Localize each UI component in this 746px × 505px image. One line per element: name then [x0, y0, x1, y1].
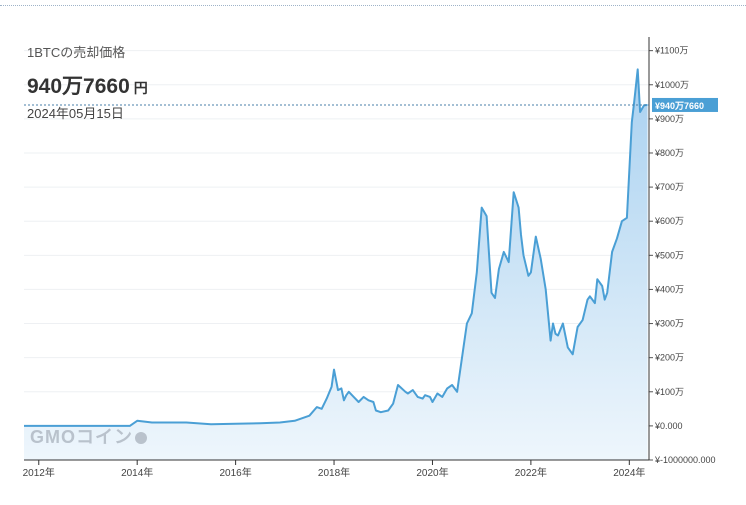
- chart-title: 1BTCの売却価格: [27, 45, 126, 60]
- y-tick-label: ¥800万: [654, 148, 684, 158]
- current-price-badge: [652, 97, 718, 112]
- current-price-badge-label: ¥940万7660: [655, 101, 704, 111]
- y-tick-label: ¥100万: [654, 387, 684, 397]
- gmo-coin-logo: GMOコイン: [30, 423, 147, 449]
- current-price: 940万7660 円: [27, 70, 148, 100]
- x-tick-label: 2012年: [23, 466, 55, 479]
- x-tick-label: 2020年: [416, 466, 448, 479]
- y-tick-label: ¥0.000: [654, 421, 683, 431]
- x-tick-label: 2018年: [318, 466, 350, 479]
- y-tick-label: ¥600万: [654, 216, 684, 226]
- x-tick-label: 2022年: [515, 466, 547, 479]
- x-tick-label: 2024年: [613, 466, 645, 479]
- price-info: 1BTCの売却価格: [27, 42, 125, 61]
- y-tick-label: ¥700万: [654, 182, 684, 192]
- x-tick-label: 2016年: [219, 466, 251, 479]
- y-tick-label: ¥1100万: [654, 46, 688, 56]
- logo-dot-icon: [135, 432, 147, 445]
- y-tick-label: ¥900万: [654, 114, 684, 124]
- price-line: [24, 68, 648, 427]
- y-tick-label: ¥-1000000.000: [654, 455, 716, 465]
- price-value: 940万7660: [27, 75, 130, 98]
- price-unit: 円: [133, 80, 148, 96]
- y-tick-label: ¥1000万: [654, 80, 689, 90]
- y-tick-label: ¥400万: [654, 284, 684, 294]
- logo-text: GMOコイン: [30, 427, 133, 447]
- price-date: 2024年05月15日: [27, 106, 124, 121]
- price-area: [24, 69, 648, 461]
- top-divider: [0, 5, 746, 6]
- y-tick-label: ¥500万: [654, 250, 684, 260]
- y-tick-label: ¥300万: [654, 319, 684, 329]
- x-tick-label: 2014年: [121, 466, 153, 479]
- y-tick-label: ¥200万: [654, 353, 684, 363]
